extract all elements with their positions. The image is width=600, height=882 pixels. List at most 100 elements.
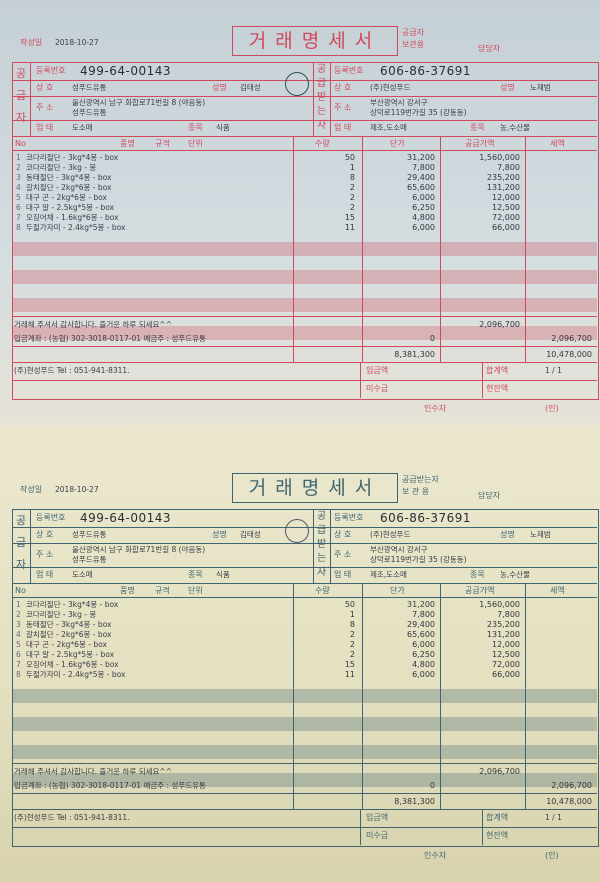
total-label: 합계액 <box>486 813 509 822</box>
divider <box>293 136 294 362</box>
header-price: 단가 <box>390 586 405 595</box>
supplier-name-label: 상 호 <box>36 83 54 92</box>
row-no: 5 <box>16 640 21 649</box>
supplier-reg-no: 499-64-00143 <box>80 64 172 78</box>
recipient-rep-label: 성명 <box>500 83 515 92</box>
row-no: 3 <box>16 173 21 182</box>
grand-total: 2,096,700 <box>551 334 592 343</box>
row-item-name: 두절가자미 - 2.4kg*5봉 - box <box>26 670 126 679</box>
row-price: 6,000 <box>412 223 435 232</box>
unpaid-label: 미수금 <box>366 384 389 393</box>
recipient-side-label: 받 <box>317 539 327 550</box>
header-qty: 수량 <box>315 586 330 595</box>
row-qty: 15 <box>344 213 355 222</box>
header-item: 품명 <box>120 586 135 595</box>
row-item-name: 코다리절단 - 3kg*4봉 - box <box>26 600 119 609</box>
recipient-side-label: 자 <box>317 567 327 578</box>
row-qty: 50 <box>344 600 355 609</box>
row-no: 6 <box>16 203 21 212</box>
row-price: 6,000 <box>412 640 435 649</box>
divider <box>330 509 331 583</box>
header-spec: 규격 <box>155 586 170 595</box>
supplier-item: 식품 <box>216 123 230 132</box>
deposit-label: 입금액 <box>366 366 389 375</box>
divider <box>12 793 597 794</box>
header-amount: 공급가액 <box>465 139 495 148</box>
seal-label: (인) <box>545 851 559 860</box>
row-band <box>12 717 597 731</box>
supplier-name-2: 성푸드유통 <box>72 108 107 117</box>
row-no: 8 <box>16 223 21 232</box>
recipient-side-label: 자 <box>317 120 327 131</box>
divider <box>360 809 361 845</box>
divider <box>362 583 363 809</box>
divider <box>12 809 597 810</box>
row-qty: 8 <box>349 173 355 182</box>
thanks-message: 거래해 주셔서 감사합니다. 즐거운 하루 되세요^^ <box>14 320 172 329</box>
header-no: No <box>15 139 26 148</box>
row-amount: 72,000 <box>492 213 520 222</box>
row-qty: 2 <box>349 183 355 192</box>
row-amount: 72,000 <box>492 660 520 669</box>
company-contact: (주)현성푸드 Tel : 051-941-8311. <box>14 366 130 375</box>
divider <box>482 362 483 398</box>
recipient-rep: 노재범 <box>530 83 551 92</box>
divider <box>12 543 597 544</box>
receiver-label: 인수자 <box>424 851 447 860</box>
row-item-name: 두절가자미 - 2.4kg*5봉 - box <box>26 223 126 232</box>
supplier-name: 성푸드유통 <box>72 530 107 539</box>
divider <box>12 346 597 347</box>
row-price: 4,800 <box>412 660 435 669</box>
supplier-side-label: 공 <box>16 514 27 527</box>
previous-balance: 8,381,300 <box>394 797 435 806</box>
bank-account: 입금계좌 : (농협) 302-3018-0117-01 예금주 : 성푸드유통 <box>14 334 206 343</box>
row-amount: 131,200 <box>486 630 520 639</box>
divider <box>525 583 526 809</box>
total-label: 합계액 <box>486 366 509 375</box>
copy-label-2: 보관용 <box>402 40 425 49</box>
divider <box>12 567 597 568</box>
divider <box>30 62 31 136</box>
copy-label-2: 보 관 용 <box>402 487 430 496</box>
supplier-name-label: 상 호 <box>36 530 54 539</box>
row-qty: 2 <box>349 193 355 202</box>
company-contact: (주)현성푸드 Tel : 051-941-8311. <box>14 813 130 822</box>
divider <box>313 509 314 583</box>
row-price: 65,600 <box>407 183 435 192</box>
recipient-biz-label: 업 태 <box>334 570 352 579</box>
form-frame <box>12 509 599 847</box>
divider <box>30 509 31 583</box>
row-band <box>12 689 597 703</box>
row-band <box>12 326 597 340</box>
company-seal-icon <box>285 519 309 543</box>
previous-balance: 8,381,300 <box>394 350 435 359</box>
header-tax: 세액 <box>550 586 565 595</box>
row-amount: 12,500 <box>492 650 520 659</box>
header-amount: 공급가액 <box>465 586 495 595</box>
recipient-biz: 제조,도소매 <box>370 123 407 132</box>
row-qty: 11 <box>344 670 355 679</box>
page-number: 1 / 1 <box>545 366 562 375</box>
recipient-address-2: 상덕로119번가길 35 (강동동) <box>370 555 467 564</box>
recipient-address-label: 주 소 <box>334 103 352 112</box>
row-no: 3 <box>16 620 21 629</box>
row-item-name: 오징어채 - 1.6kg*6봉 - box <box>26 660 119 669</box>
supplier-address-label: 주 소 <box>36 103 54 112</box>
copy-label-1: 공급자 <box>402 28 425 37</box>
row-amount: 7,800 <box>497 163 520 172</box>
row-no: 6 <box>16 650 21 659</box>
row-amount: 131,200 <box>486 183 520 192</box>
tax-total: 0 <box>429 781 435 790</box>
company-seal-icon <box>285 72 309 96</box>
header-no: No <box>15 586 26 595</box>
supplier-address-label: 주 소 <box>36 550 54 559</box>
recipient-biz: 제조,도소매 <box>370 570 407 579</box>
date-value: 2018-10-27 <box>55 38 99 47</box>
divider <box>440 583 441 809</box>
divider <box>12 136 597 137</box>
row-no: 7 <box>16 660 21 669</box>
row-amount: 235,200 <box>486 173 520 182</box>
recipient-side-label: 는 <box>317 553 327 564</box>
supplier-item-label: 종목 <box>188 123 203 132</box>
row-item-name: 코다리절단 - 3kg*4봉 - box <box>26 153 119 162</box>
